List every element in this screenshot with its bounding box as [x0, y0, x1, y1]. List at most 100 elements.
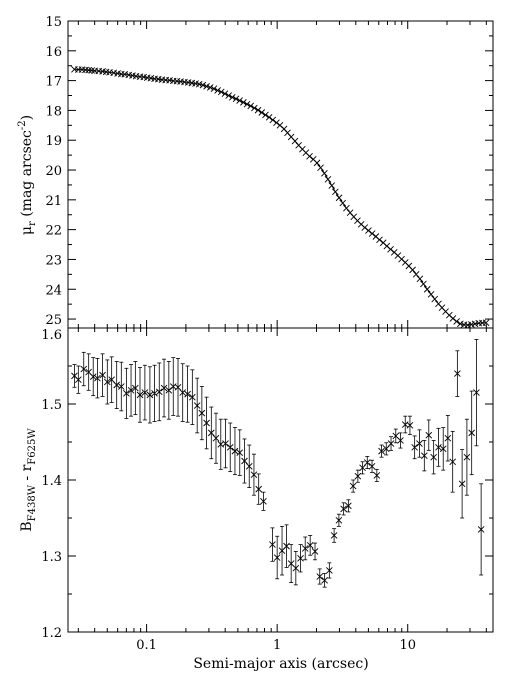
top-data-point	[431, 295, 439, 303]
bottom-marker-glyph	[212, 434, 220, 442]
bottom-marker	[136, 391, 144, 399]
bottom-marker	[155, 388, 163, 396]
bottom-data-point	[99, 353, 106, 397]
top-data-point	[254, 106, 262, 114]
bottom-marker	[468, 429, 476, 437]
bottom-data-point	[321, 573, 328, 588]
bottom-marker-glyph	[425, 431, 433, 439]
bottom-marker	[108, 376, 115, 383]
bottom-data-point	[359, 461, 366, 475]
bottom-marker-glyph	[306, 542, 314, 549]
bottom-marker-glyph	[368, 463, 376, 470]
bottom-marker-glyph	[477, 526, 485, 533]
bottom-marker	[449, 458, 456, 466]
bottom-data-point	[193, 377, 201, 434]
top-data-point-glyph	[258, 109, 266, 116]
top-data-point	[313, 159, 321, 167]
bottom-marker-glyph	[222, 440, 229, 447]
bottom-marker-glyph	[155, 388, 163, 396]
bottom-marker	[203, 419, 210, 427]
top-data-point-glyph	[265, 113, 273, 121]
bottom-marker-glyph	[132, 384, 139, 392]
bottom-data-point	[435, 427, 442, 467]
top-data-point	[449, 315, 457, 322]
bottom-data-point	[387, 436, 395, 451]
top-data-point-glyph	[199, 81, 207, 89]
bottom-marker-glyph	[184, 390, 191, 398]
bottom-marker	[89, 373, 97, 380]
bottom-marker-glyph	[146, 391, 154, 399]
top-data-point	[324, 175, 332, 183]
bottom-marker	[231, 447, 239, 455]
bottom-data-point	[449, 430, 456, 493]
bottom-data-point	[165, 361, 173, 420]
bottom-data-point	[458, 449, 466, 519]
bottom-marker	[245, 463, 253, 470]
top-data-point	[243, 100, 251, 108]
top-y-tick-label: 25	[45, 313, 62, 328]
bottom-marker-glyph	[292, 564, 300, 572]
top-data-point	[409, 266, 416, 274]
bottom-ylabel-mid: - r	[19, 464, 35, 485]
top-data-point	[228, 93, 236, 101]
bottom-marker-glyph	[463, 453, 471, 461]
bottom-marker-glyph	[449, 458, 456, 466]
bottom-marker-glyph	[340, 505, 347, 513]
top-data-point	[332, 188, 339, 196]
bottom-marker	[458, 480, 466, 488]
bottom-marker-glyph	[430, 453, 437, 461]
bottom-data-point	[411, 435, 418, 460]
bottom-data-point	[127, 364, 135, 417]
top-data-point-glyph	[339, 199, 347, 207]
bottom-data-point	[278, 525, 286, 576]
bottom-series-markers	[71, 338, 485, 588]
bottom-marker-glyph	[231, 447, 239, 455]
bottom-data-point	[287, 544, 295, 583]
bottom-data-point	[75, 365, 82, 394]
bottom-marker	[335, 516, 343, 524]
bottom-marker	[382, 445, 390, 453]
bottom-marker-glyph	[108, 376, 115, 383]
bottom-marker-glyph	[193, 402, 201, 409]
bottom-marker	[387, 440, 395, 447]
bottom-marker-glyph	[473, 389, 480, 396]
bottom-data-point	[406, 415, 414, 435]
top-data-point	[265, 113, 273, 121]
bottom-marker	[127, 387, 135, 394]
top-data-point-glyph	[427, 291, 435, 298]
bottom-ylabel-sub2: F625W	[27, 428, 38, 465]
bottom-marker	[103, 378, 111, 386]
bottom-marker-glyph	[273, 554, 281, 561]
bottom-data-point	[103, 359, 111, 405]
bottom-marker	[250, 471, 258, 478]
top-x-ticks	[77, 21, 487, 328]
top-panel: 15 16 17 18 19 20 21 22 23 24 25 μr (mag arcsec-2)	[17, 15, 494, 329]
bottom-data-point	[198, 386, 206, 441]
bottom-data-point	[212, 412, 220, 464]
bottom-marker-glyph	[454, 370, 461, 377]
top-data-point-glyph	[88, 67, 96, 74]
top-data-point-glyph	[210, 85, 218, 92]
bottom-data-point	[146, 366, 154, 424]
bottom-marker-glyph	[198, 409, 206, 417]
bottom-marker	[368, 463, 376, 470]
top-data-point	[221, 90, 229, 98]
bottom-marker	[141, 389, 149, 396]
bottom-marker-glyph	[241, 457, 248, 465]
bottom-data-point	[231, 427, 239, 476]
bottom-marker	[160, 384, 168, 392]
bottom-marker	[420, 452, 428, 459]
bottom-marker-glyph	[373, 472, 381, 479]
bottom-marker	[207, 429, 215, 437]
bottom-marker-glyph	[311, 548, 319, 555]
bottom-y-axis: 1.2 1.3 1.4 1.5 1.6	[41, 327, 493, 641]
bottom-y-tick-label: 1.2	[41, 626, 62, 641]
top-data-point-glyph	[482, 319, 490, 326]
bottom-data-point	[136, 367, 144, 423]
top-data-point	[232, 95, 240, 103]
bottom-data-point	[368, 459, 376, 473]
bottom-data-point	[245, 444, 253, 489]
bottom-data-point	[226, 422, 234, 473]
bottom-marker	[151, 390, 158, 397]
bottom-data-point	[108, 356, 115, 403]
